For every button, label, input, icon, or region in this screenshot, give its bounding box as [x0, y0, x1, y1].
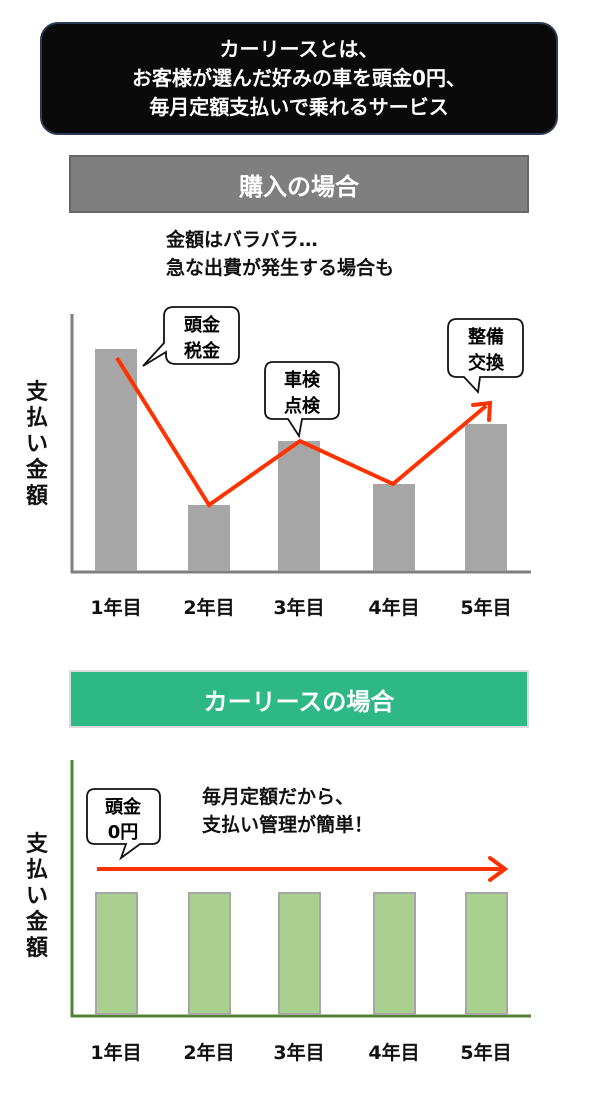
callout-inspection: 車検 点検 — [264, 361, 340, 439]
lease-x-labels: 1年目 2年目 3年目 4年目 5年目 — [0, 1038, 600, 1068]
purchase-bar-1 — [95, 349, 137, 571]
x-label: 3年目 — [273, 1042, 325, 1064]
purchase-note: 金額はバラバラ… 急な出費が発生する場合も — [166, 226, 394, 282]
callout-text-1: 整備 — [467, 326, 504, 348]
lease-note-line-2: 支払い管理が簡単！ — [202, 814, 374, 836]
x-label: 1年目 — [90, 1042, 142, 1064]
banner-line-3: 毎月定額支払いで乗れるサービス — [149, 95, 449, 119]
speech-bubble-icon — [447, 318, 524, 395]
lease-heading: カーリースの場合 — [69, 670, 529, 728]
x-label: 2年目 — [183, 1042, 235, 1064]
callout-text-1: 車検 — [284, 369, 321, 391]
purchase-note-line-1: 金額はバラバラ… — [166, 229, 318, 251]
y-label-char: 金 — [25, 458, 48, 483]
lease-heading-text: カーリースの場合 — [203, 687, 395, 716]
banner-line-2: お客様が選んだ好みの車を頭金0円、 — [132, 66, 466, 90]
purchase-x-labels: 1年目 2年目 3年目 4年目 5年目 — [0, 593, 600, 623]
y-label-char: 払 — [25, 858, 48, 883]
speech-bubble-icon — [264, 361, 340, 439]
purchase-trend-line — [115, 356, 488, 508]
x-label: 4年目 — [368, 597, 420, 619]
banner-line-1: カーリースとは、 — [219, 37, 379, 61]
y-label-char: 金 — [25, 910, 48, 935]
purchase-chart: 頭金 税金 車検 点検 整備 交換 — [70, 306, 531, 574]
lease-y-axis-label: 支 払 い 金 額 — [22, 832, 52, 962]
lease-bar-1 — [95, 892, 138, 1015]
y-label-char: 支 — [25, 832, 48, 857]
purchase-heading: 購入の場合 — [69, 155, 529, 213]
lease-bar-5 — [465, 892, 508, 1015]
speech-bubble-icon — [86, 788, 161, 861]
y-label-char: い — [25, 432, 48, 457]
trend-arrowhead-icon — [471, 400, 493, 422]
lease-note: 毎月定額だから、 支払い管理が簡単！ — [202, 783, 373, 839]
callout-text-2: 0円 — [108, 822, 139, 843]
lease-bar-3 — [278, 892, 321, 1015]
x-label: 5年目 — [460, 1042, 512, 1064]
callout-text-1: 頭金 — [184, 314, 221, 336]
speech-bubble-icon — [142, 306, 240, 367]
purchase-y-axis-label: 支 払 い 金 額 — [22, 380, 52, 510]
x-label: 2年目 — [183, 597, 235, 619]
callout-zero-down: 頭金 0円 — [86, 788, 161, 861]
y-label-char: 支 — [25, 380, 48, 405]
intro-banner: カーリースとは、 お客様が選んだ好みの車を頭金0円、 毎月定額支払いで乗れるサー… — [40, 22, 558, 135]
purchase-bar-2 — [188, 505, 230, 571]
lease-note-line-1: 毎月定額だから、 — [202, 786, 355, 808]
callout-down-payment-tax: 頭金 税金 — [142, 306, 240, 367]
x-label: 3年目 — [273, 597, 325, 619]
lease-bar-4 — [373, 892, 416, 1015]
y-label-char: 額 — [25, 484, 48, 509]
purchase-bar-5 — [465, 424, 507, 571]
callout-text-2: 税金 — [184, 340, 221, 362]
y-label-char: 払 — [25, 406, 48, 431]
callout-text-2: 交換 — [468, 352, 505, 374]
callout-text-2: 点検 — [284, 395, 321, 417]
purchase-bar-3 — [278, 441, 320, 571]
lease-bar-2 — [188, 892, 231, 1015]
y-label-char: 額 — [25, 936, 48, 961]
x-label: 1年目 — [90, 597, 142, 619]
purchase-bar-4 — [373, 484, 415, 571]
y-label-char: い — [25, 884, 48, 909]
purchase-heading-text: 購入の場合 — [239, 172, 359, 201]
x-label: 4年目 — [368, 1042, 420, 1064]
purchase-note-line-2: 急な出費が発生する場合も — [166, 257, 395, 279]
callout-maintenance: 整備 交換 — [447, 318, 524, 395]
x-label: 5年目 — [460, 597, 512, 619]
callout-text-1: 頭金 — [105, 796, 142, 818]
trend-arrowhead-icon — [488, 856, 509, 882]
lease-chart: 頭金 0円 — [70, 760, 531, 1018]
